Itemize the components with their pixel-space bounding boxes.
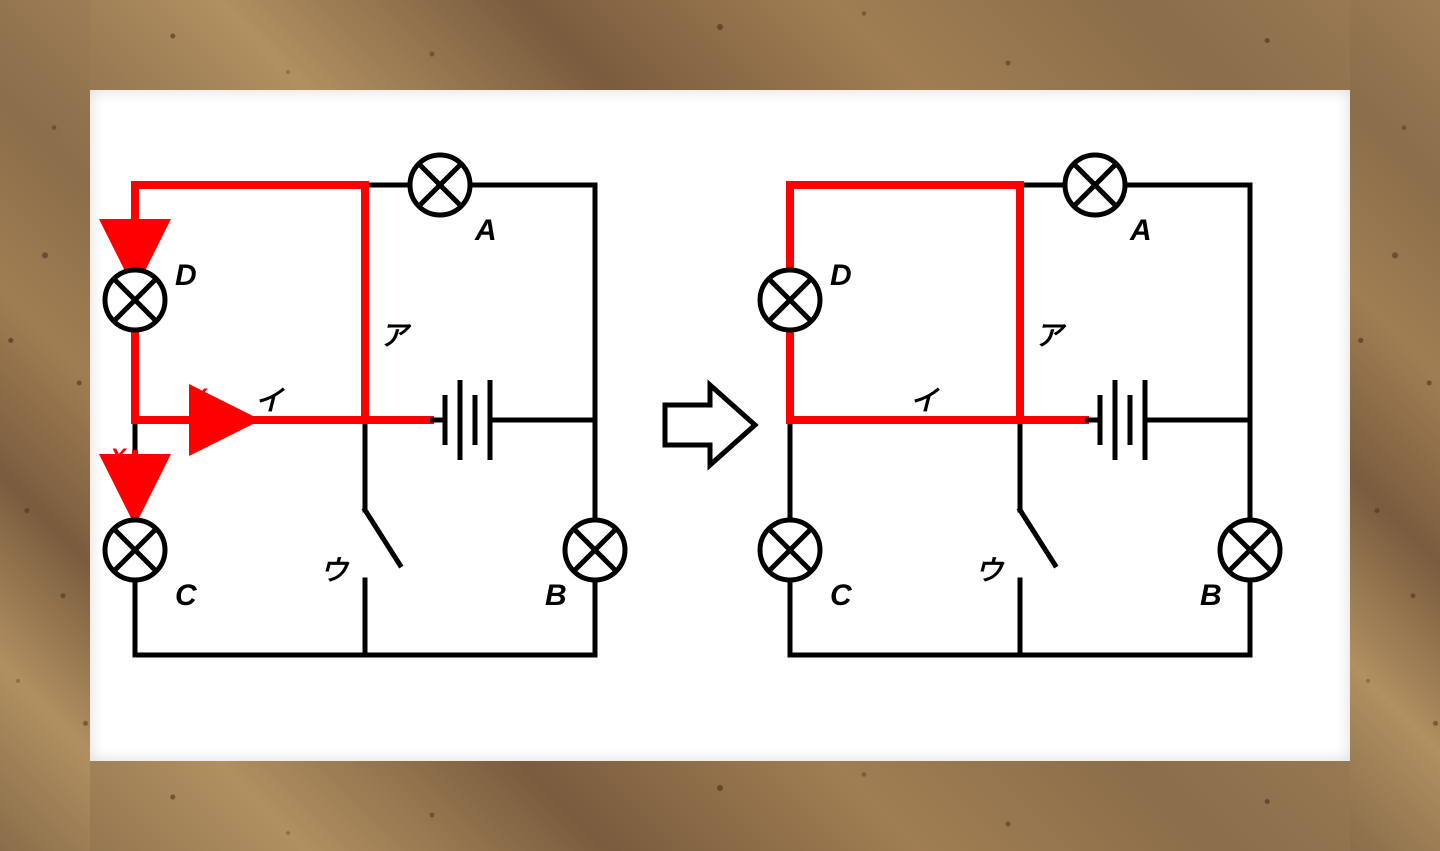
- label-i-kana-left: イ: [255, 385, 285, 416]
- label-A-right: A: [1129, 214, 1152, 247]
- lamp-A-right: [1065, 155, 1125, 215]
- circuit-left: A B C D ア イ ウ X Y: [105, 155, 625, 655]
- lamp-A: [410, 155, 470, 215]
- lamp-D-right: [760, 270, 820, 330]
- label-Y: Y: [190, 384, 208, 411]
- circuit-right: A B C D ア イ ウ: [760, 155, 1280, 655]
- battery-left: [430, 380, 510, 460]
- label-a-kana-left: ア: [380, 320, 412, 351]
- battery-right: [1085, 380, 1165, 460]
- label-a-kana-right: ア: [1035, 320, 1067, 351]
- circuit-diagram: A B C D ア イ ウ X Y: [90, 90, 1350, 761]
- label-u-kana-right: ウ: [975, 555, 1005, 586]
- label-C-right: C: [830, 579, 853, 612]
- lamp-C-right: [760, 520, 820, 580]
- transition-arrow: [665, 385, 755, 465]
- label-u-kana-left: ウ: [320, 555, 350, 586]
- label-X: X: [108, 444, 128, 471]
- label-C: C: [175, 579, 198, 612]
- label-i-kana-right: イ: [910, 385, 940, 416]
- label-A: A: [474, 214, 497, 247]
- lamp-B-right: [1220, 520, 1280, 580]
- label-D-right: D: [830, 259, 852, 292]
- wood-frame: A B C D ア イ ウ X Y: [0, 0, 1440, 851]
- label-B-right: B: [1200, 579, 1222, 612]
- lamp-B: [565, 520, 625, 580]
- lamp-D: [105, 270, 165, 330]
- lamp-C: [105, 520, 165, 580]
- label-B: B: [545, 579, 567, 612]
- label-D: D: [175, 259, 197, 292]
